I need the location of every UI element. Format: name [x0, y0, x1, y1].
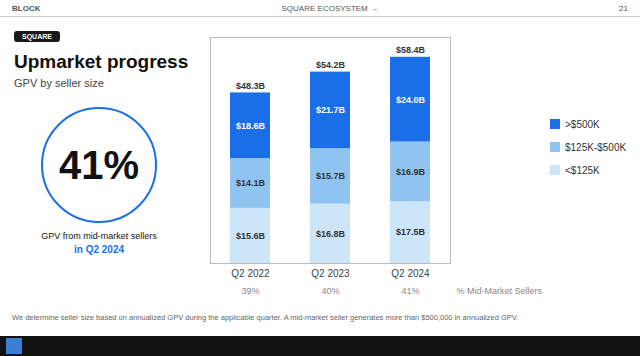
- svg-text:Q2 2023: Q2 2023: [311, 268, 350, 279]
- svg-text:39%: 39%: [241, 286, 259, 296]
- svg-text:Q2 2022: Q2 2022: [231, 268, 270, 279]
- html-text:in Q2 2024: in Q2 2024: [74, 244, 124, 255]
- html-text:21: 21: [619, 3, 628, 13]
- html-text:BLOCK: BLOCK: [12, 3, 41, 13]
- html-text:GPV from mid-market sellers: GPV from mid-market sellers: [41, 231, 157, 241]
- html-text:Upmarket progress: Upmarket progress: [14, 51, 189, 72]
- html-text:>$500K: >$500K: [565, 118, 600, 130]
- svg-text:Q2 2024: Q2 2024: [391, 268, 430, 279]
- svg-text:$58.4B: $58.4B: [396, 45, 426, 55]
- svg-text:$15.6B: $15.6B: [236, 231, 266, 241]
- svg-text:$18.6B: $18.6B: [236, 121, 266, 131]
- html-text:41%: 41%: [59, 142, 139, 187]
- svg-text:$54.2B: $54.2B: [316, 60, 346, 70]
- html-text:$125K-$500K: $125K-$500K: [565, 141, 627, 153]
- html-text:GPV by seller size: GPV by seller size: [14, 77, 104, 89]
- html-text:We determine seller size based: We determine seller size based on annual…: [12, 313, 519, 322]
- svg-text:$16.9B: $16.9B: [396, 167, 426, 177]
- svg-text:40%: 40%: [321, 286, 339, 296]
- svg-text:$48.3B: $48.3B: [236, 81, 266, 91]
- svg-text:$14.1B: $14.1B: [236, 178, 266, 188]
- html-text:<$125K: <$125K: [565, 164, 600, 176]
- svg-text:$17.5B: $17.5B: [396, 227, 426, 237]
- svg-text:% Mid-Market Sellers: % Mid-Market Sellers: [457, 286, 543, 296]
- svg-text:41%: 41%: [401, 286, 419, 296]
- svg-text:$24.0B: $24.0B: [396, 95, 426, 105]
- svg-text:$15.7B: $15.7B: [316, 171, 346, 181]
- svg-text:$16.8B: $16.8B: [316, 229, 346, 239]
- svg-text:$21.7B: $21.7B: [316, 105, 346, 115]
- html-text:SQUARE ECOSYSTEM →: SQUARE ECOSYSTEM →: [281, 3, 378, 13]
- html-text:SQUARE: SQUARE: [22, 33, 52, 40]
